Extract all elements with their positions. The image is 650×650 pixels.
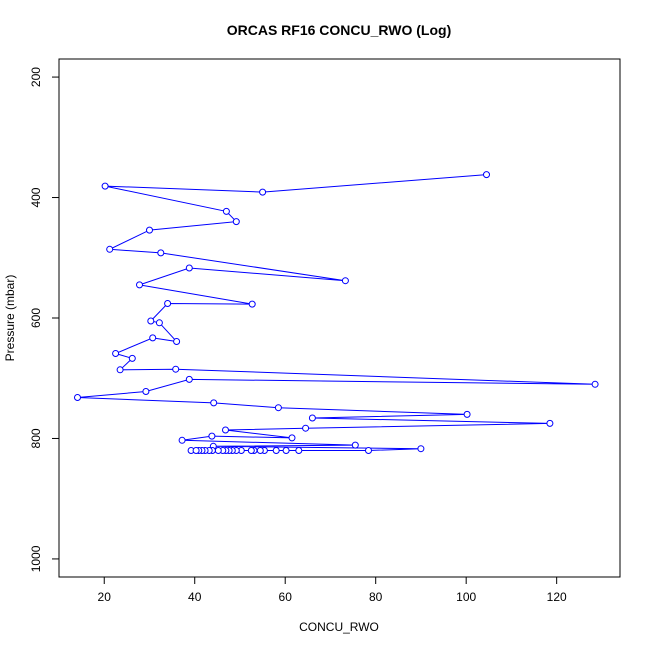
x-tick-label: 60 bbox=[279, 590, 293, 604]
data-point bbox=[101, 182, 109, 190]
y-tick-label: 600 bbox=[29, 308, 43, 328]
y-tick-label: 800 bbox=[29, 428, 43, 448]
data-point bbox=[295, 447, 303, 454]
x-axis-label: CONCU_RWO bbox=[299, 620, 379, 634]
data-point bbox=[136, 281, 143, 289]
data-point bbox=[178, 436, 186, 444]
data-point bbox=[222, 426, 229, 434]
x-axis: 20 40 60 80 100 120 bbox=[98, 576, 567, 604]
x-tick-label: 80 bbox=[369, 590, 383, 604]
data-point bbox=[417, 445, 425, 453]
data-point bbox=[288, 434, 296, 442]
data-point bbox=[185, 375, 193, 383]
data-point bbox=[112, 350, 120, 357]
data-point bbox=[308, 414, 316, 422]
data-point bbox=[341, 277, 349, 285]
x-tick-label: 100 bbox=[456, 590, 476, 604]
chart-title: ORCAS RF16 CONCU_RWO (Log) bbox=[227, 22, 452, 38]
y-tick-label: 1000 bbox=[29, 545, 43, 572]
data-point bbox=[116, 366, 124, 374]
data-point bbox=[128, 354, 136, 362]
x-tick-label: 20 bbox=[98, 590, 112, 604]
data-point bbox=[247, 447, 255, 454]
data-point bbox=[149, 334, 157, 342]
data-point bbox=[210, 399, 218, 407]
series-layer bbox=[74, 171, 599, 454]
data-point bbox=[185, 264, 193, 272]
data-point bbox=[146, 226, 153, 234]
data-point bbox=[274, 404, 282, 412]
data-point bbox=[74, 394, 81, 401]
y-axis-label: Pressure (mbar) bbox=[3, 275, 17, 362]
y-axis: 200 400 600 800 1000 bbox=[29, 67, 60, 572]
y-tick-label: 400 bbox=[29, 187, 43, 207]
data-point bbox=[147, 317, 155, 325]
data-point bbox=[282, 447, 290, 454]
data-point bbox=[192, 447, 200, 454]
plot-frame bbox=[58, 58, 621, 578]
data-point bbox=[232, 218, 240, 226]
x-tick-label: 40 bbox=[188, 590, 202, 604]
data-point bbox=[546, 419, 554, 427]
data-point bbox=[365, 447, 372, 454]
data-point bbox=[351, 441, 359, 449]
data-point bbox=[106, 245, 114, 253]
y-tick-label: 200 bbox=[29, 67, 43, 87]
data-point bbox=[222, 207, 230, 215]
data-point bbox=[164, 300, 172, 307]
data-point bbox=[248, 300, 256, 308]
data-point bbox=[142, 388, 150, 395]
data-point bbox=[463, 410, 471, 418]
data-point bbox=[259, 188, 267, 196]
data-point bbox=[591, 380, 599, 388]
data-point bbox=[483, 171, 490, 179]
data-point bbox=[157, 249, 165, 257]
data-point bbox=[155, 319, 163, 327]
data-point bbox=[173, 338, 181, 345]
data-point bbox=[214, 447, 222, 454]
data-point bbox=[172, 365, 180, 373]
data-point bbox=[208, 432, 216, 440]
data-point bbox=[302, 424, 310, 432]
series-line bbox=[77, 174, 596, 451]
data-point bbox=[256, 447, 264, 454]
x-tick-label: 120 bbox=[547, 590, 567, 604]
data-point bbox=[272, 447, 280, 454]
